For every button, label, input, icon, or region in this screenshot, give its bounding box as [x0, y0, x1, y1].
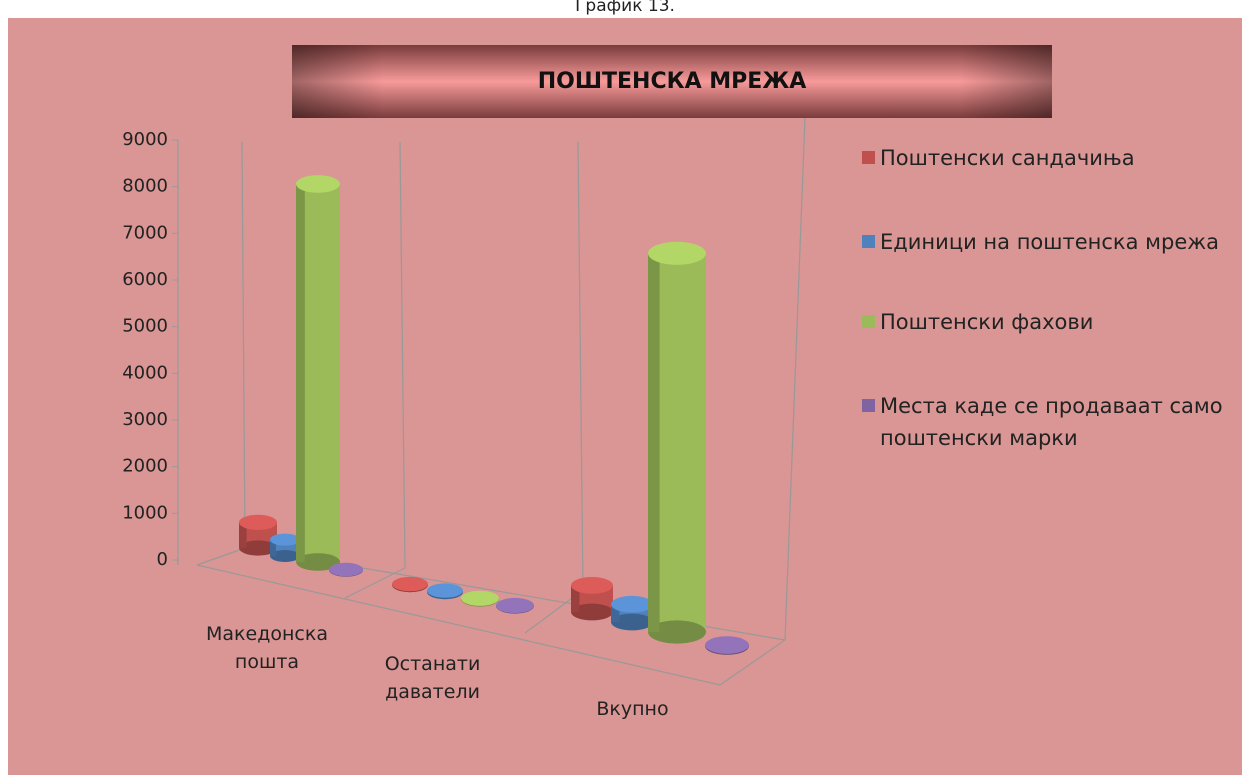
cylinder-shade: [571, 585, 580, 612]
cylinder-base: [239, 540, 277, 556]
x-tick-label: Останати даватели: [384, 653, 481, 703]
legend-label: Единици на поштенска мрежа: [880, 230, 1220, 254]
caption: График 13.: [575, 0, 675, 16]
legend-swatch: [862, 399, 875, 412]
legend-entry: Поштенски сандачиња: [862, 142, 1230, 174]
cylinder: [496, 597, 534, 614]
y-tick-label: 1000: [122, 502, 168, 523]
cylinder-shade: [239, 522, 247, 548]
x-tick-label: Македонска пошта: [206, 623, 328, 673]
cylinder-base: [611, 613, 653, 631]
cylinder-base: [270, 550, 300, 562]
cylinder: [571, 577, 613, 621]
cylinder: [705, 636, 749, 655]
y-tick-label: 4000: [122, 362, 168, 383]
cylinder: [648, 241, 706, 644]
cylinder: [461, 590, 499, 607]
y-tick-label: 3000: [122, 409, 168, 430]
y-tick-label: 8000: [122, 176, 168, 197]
wall-line: [241, 141, 246, 549]
cylinder: [611, 595, 653, 631]
cylinder-top: [648, 241, 706, 265]
cylinder-base: [648, 620, 706, 644]
plot-panel: [8, 18, 1242, 775]
legend-entry: Единици на поштенска мрежа: [862, 226, 1230, 258]
y-tick-label: 9000: [122, 129, 168, 150]
cylinder-shade: [296, 184, 305, 562]
cylinder-top: [496, 597, 534, 614]
cylinder: [329, 562, 363, 577]
cylinder-top: [461, 590, 499, 606]
cylinder: [239, 514, 277, 556]
legend-label: Поштенски сандачиња: [880, 146, 1135, 170]
wall-line: [784, 117, 806, 641]
axes: [177, 117, 806, 686]
wall-line: [577, 141, 584, 591]
cylinder-top: [239, 514, 277, 530]
cylinder-base: [296, 553, 340, 571]
y-tick-label: 5000: [122, 316, 168, 337]
cylinder-shade: [270, 539, 276, 556]
cylinder-top: [611, 595, 653, 613]
y-tick-label: 6000: [122, 269, 168, 290]
cylinder: [296, 175, 340, 571]
x-tick-label: Вкупно: [596, 698, 669, 720]
cylinder: [270, 533, 300, 562]
legend-label: Места каде се продаваат само поштенски м…: [880, 394, 1223, 450]
y-tick-label: 7000: [122, 222, 168, 243]
cylinder-top: [329, 562, 363, 577]
cylinder-top: [427, 583, 463, 598]
legend-swatch: [862, 235, 875, 248]
cylinder: [392, 576, 428, 593]
cylinder-top: [270, 533, 300, 546]
cylinder-top: [705, 636, 749, 654]
cylinder-shade: [648, 253, 660, 633]
floor: [196, 547, 787, 686]
legend-swatch: [862, 151, 875, 164]
legend-swatch: [862, 315, 875, 328]
y-tick-label: 0: [157, 549, 168, 570]
legend-entry: Места каде се продаваат само поштенски м…: [862, 390, 1230, 454]
cylinder-top: [571, 577, 613, 594]
cylinder-top: [392, 576, 428, 592]
legend-label: Поштенски фахови: [880, 310, 1094, 334]
floor-divider: [344, 567, 406, 599]
cylinder: [427, 583, 463, 600]
cylinder-shade: [611, 604, 620, 622]
cylinder-base: [571, 603, 613, 621]
y-tick-label: 2000: [122, 456, 168, 477]
cylinder-top: [296, 175, 340, 193]
wall-line: [399, 141, 406, 569]
chart-title: ПОШТЕНСКА МРЕЖА: [538, 69, 807, 94]
legend-entry: Поштенски фахови: [862, 306, 1230, 338]
title-shade: [292, 45, 1052, 118]
